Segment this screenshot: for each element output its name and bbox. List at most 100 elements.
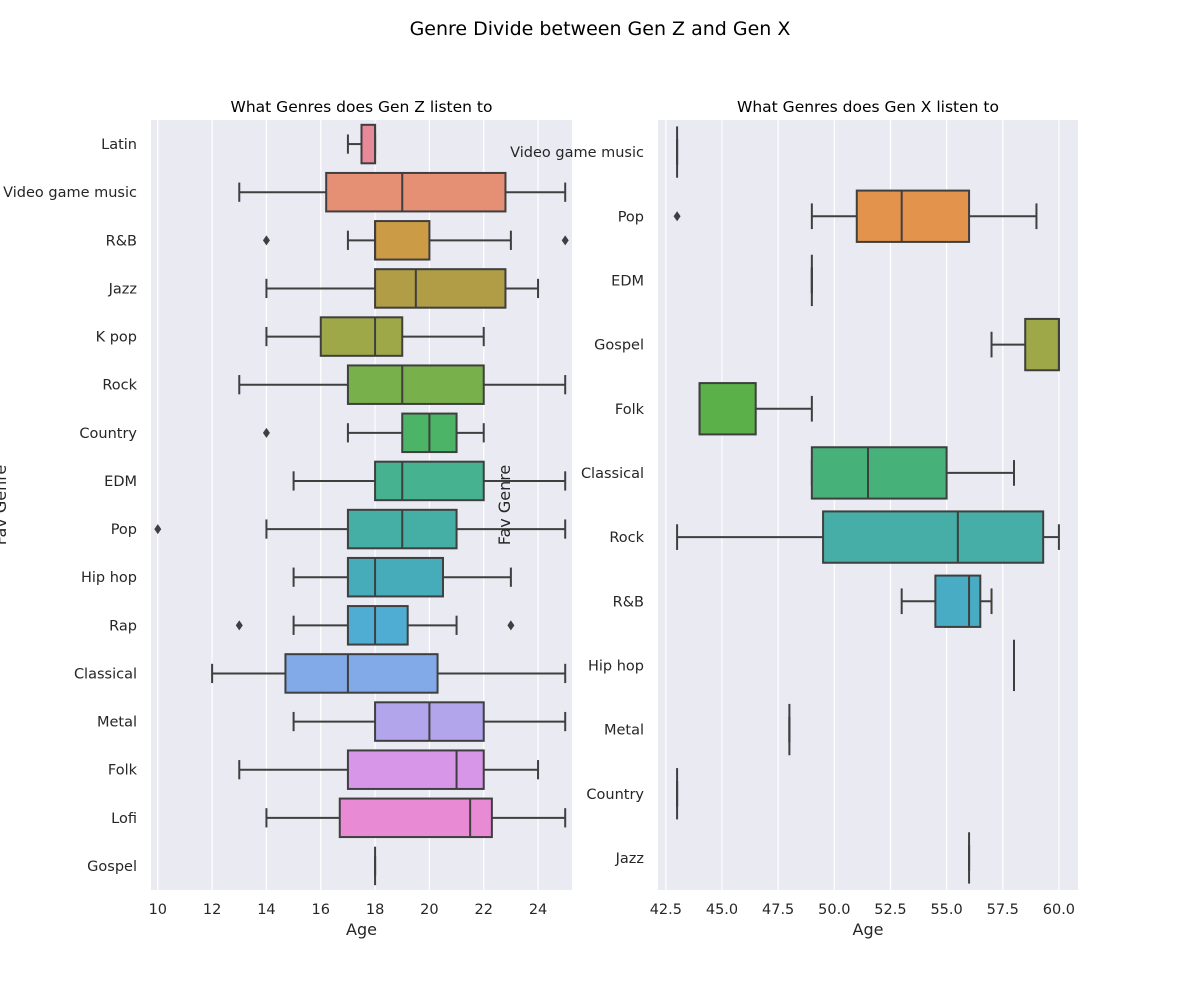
x-tick-label: 10	[149, 902, 167, 918]
x-tick-label: 42.5	[650, 902, 682, 918]
box-6	[238, 364, 567, 405]
y-tick-label: Jazz	[108, 281, 137, 297]
y-tick-label: Rock	[609, 530, 644, 546]
box-body	[698, 382, 757, 436]
box-body	[346, 556, 444, 598]
y-tick-label: Pop	[618, 209, 644, 225]
x-tick-label: 14	[257, 902, 275, 918]
box-4	[990, 317, 1060, 372]
y-tick-label: Metal	[97, 715, 137, 731]
box-13	[292, 701, 567, 742]
y-tick-label: Rap	[109, 618, 137, 634]
box-7	[676, 510, 1060, 564]
panel-gen-z: What Genres does Gen Z listen to Age Fav…	[0, 98, 572, 939]
box-14	[238, 749, 540, 790]
y-tick-label: Jazz	[615, 851, 644, 867]
box-11	[235, 605, 515, 646]
y-tick-label: Metal	[604, 723, 644, 739]
x-tick-label: 22	[474, 902, 492, 918]
y-tick-label: Lofi	[111, 811, 137, 827]
x-tick-label: 57.5	[987, 902, 1019, 918]
outlier-marker	[235, 620, 243, 631]
y-tick-label: Classical	[581, 466, 644, 482]
outlier-marker	[262, 427, 270, 438]
box-12	[211, 653, 567, 694]
box-5	[698, 382, 813, 436]
x-tick-label: 55.0	[930, 902, 962, 918]
y-tick-label: Gospel	[87, 859, 137, 875]
y-tick-label: EDM	[611, 273, 644, 289]
box-2	[673, 189, 1038, 243]
box-1	[346, 123, 377, 165]
y-tick-label: Pop	[111, 522, 137, 538]
box-body	[346, 364, 485, 405]
x-tick-label: 12	[203, 902, 221, 918]
x-tick-label: 45.0	[706, 902, 738, 918]
x-tick-label: 52.5	[874, 902, 906, 918]
box-body	[284, 653, 439, 694]
box-body	[338, 797, 493, 839]
box-body	[346, 605, 409, 646]
outlier-marker	[561, 235, 569, 246]
box-body	[1024, 317, 1060, 372]
y-tick-label: Classical	[74, 666, 137, 682]
box-3	[262, 220, 569, 261]
box-body	[855, 189, 971, 243]
box-body	[346, 749, 485, 790]
x-tick-label: 16	[312, 902, 330, 918]
x-tick-label: 50.0	[818, 902, 850, 918]
y-tick-label: Video game music	[510, 145, 644, 161]
box-5	[265, 316, 485, 357]
x-axis-label: Age	[853, 920, 884, 939]
box-body	[374, 220, 431, 261]
y-tick-label: Country	[79, 426, 137, 442]
box-body	[810, 446, 948, 500]
box-body	[319, 316, 404, 357]
y-tick-label: Gospel	[594, 338, 644, 354]
y-axis-label: Fav Genre	[495, 465, 514, 546]
y-tick-label: Video game music	[3, 185, 137, 201]
box-body	[822, 510, 1045, 564]
box-2	[238, 171, 567, 213]
x-tick-label: 20	[420, 902, 438, 918]
box-body	[374, 268, 507, 309]
y-tick-label: R&B	[106, 233, 137, 249]
box-10	[292, 556, 512, 598]
box-8	[900, 574, 993, 628]
box-4	[265, 268, 540, 309]
y-tick-label: Country	[586, 787, 644, 803]
x-tick-label: 24	[529, 902, 547, 918]
figure-title: Genre Divide between Gen Z and Gen X	[410, 18, 791, 40]
outlier-marker	[154, 524, 162, 535]
y-axis-label: Fav Genre	[0, 465, 10, 546]
y-tick-label: Folk	[615, 402, 645, 418]
x-tick-label: 60.0	[1043, 902, 1075, 918]
panel-title: What Genres does Gen Z listen to	[231, 98, 493, 116]
box-8	[292, 460, 567, 502]
y-tick-label: R&B	[613, 594, 644, 610]
panel-title: What Genres does Gen X listen to	[737, 98, 999, 116]
x-tick-label: 47.5	[762, 902, 794, 918]
y-tick-label: Hip hop	[81, 570, 137, 586]
box-9	[154, 508, 567, 550]
y-tick-label: Latin	[101, 137, 137, 153]
box-body	[934, 574, 982, 628]
y-tick-label: EDM	[104, 474, 137, 490]
box-15	[265, 797, 567, 839]
box-body	[360, 123, 377, 165]
panel-gen-x: What Genres does Gen X listen to Age Fav…	[495, 98, 1078, 939]
outlier-marker	[262, 235, 270, 246]
x-tick-label: 18	[366, 902, 384, 918]
outlier-marker	[507, 620, 515, 631]
box-body	[374, 460, 485, 502]
box-body	[325, 171, 507, 213]
outlier-marker	[673, 211, 681, 222]
y-tick-label: Folk	[108, 763, 138, 779]
box-7	[262, 412, 485, 454]
plot-area	[658, 120, 1078, 890]
y-tick-label: Hip hop	[588, 658, 644, 674]
box-6	[810, 446, 1015, 500]
x-axis-label: Age	[346, 920, 377, 939]
y-tick-label: K pop	[96, 330, 137, 346]
